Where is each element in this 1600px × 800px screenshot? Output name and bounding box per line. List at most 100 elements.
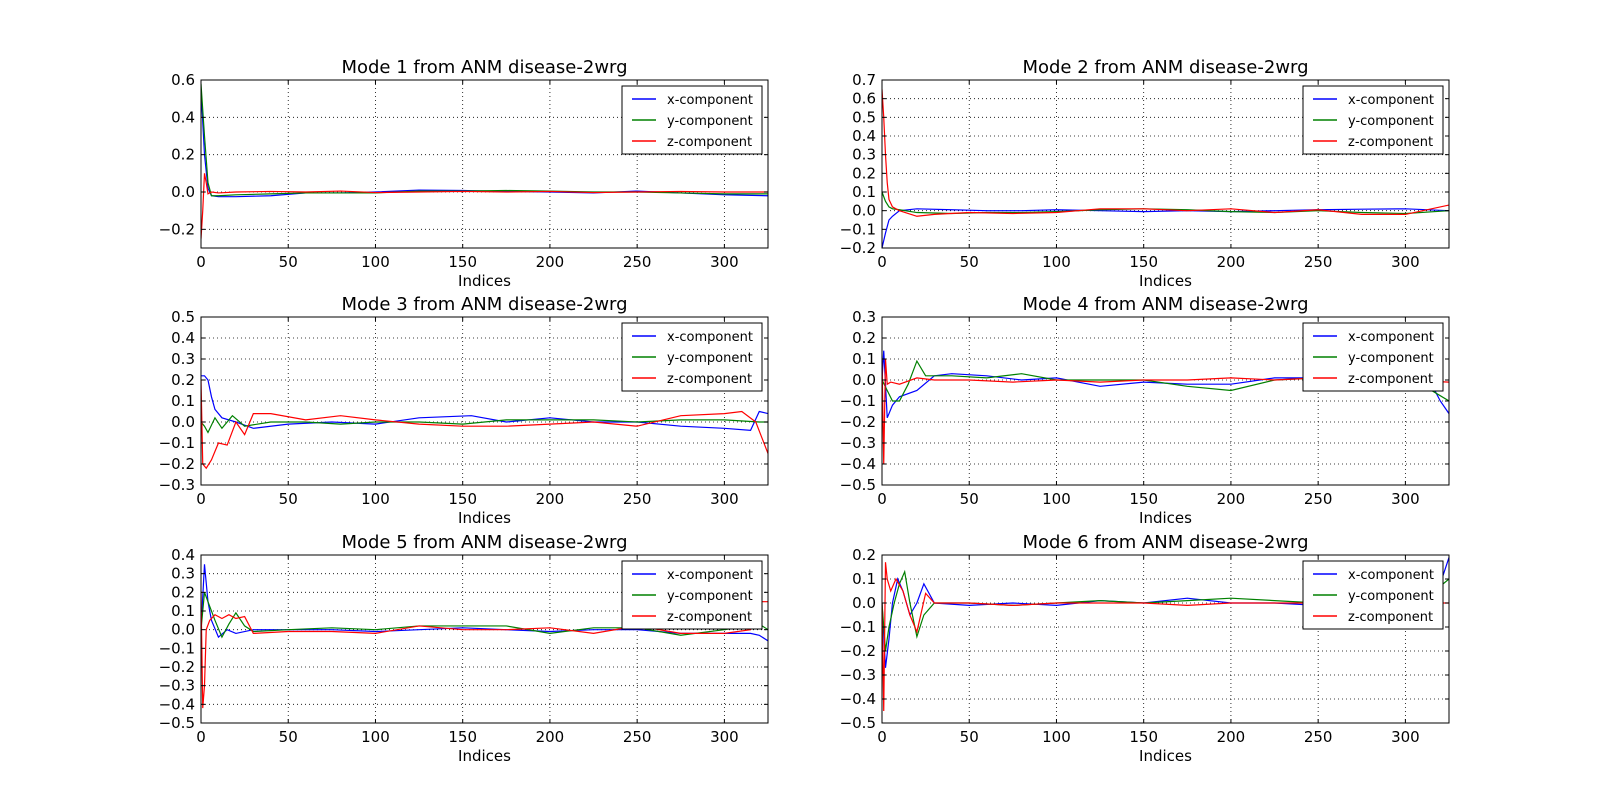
subplot-1: 0 50 100 150 200 250 300 −0.2 0.0 0.2 0.4 0.6 Mode 1… [159,57,769,290]
x-tick-label: 100 [361,728,390,746]
x-tick-label: 250 [623,728,652,746]
y-tick-label: 0.3 [171,565,195,583]
x-tick-label: 300 [1391,490,1420,508]
series-line-x-component [201,375,768,432]
x-axis-label: Indices [1139,509,1192,527]
y-tick-label: −0.3 [159,476,195,494]
y-tick-label: 0.4 [171,329,195,347]
legend-label: z-component [1348,610,1433,625]
x-tick-label: 200 [1217,490,1246,508]
x-tick-label: 300 [710,490,739,508]
legend: x-component y-component z-component [1302,85,1444,155]
x-tick-label: 250 [623,253,652,271]
chart-title: Mode 5 from ANM disease-2wrg [341,532,627,553]
y-tick-label: −0.2 [840,642,876,660]
x-axis-label: Indices [458,509,511,527]
y-tick-label: −0.3 [840,666,876,684]
y-tick-label: 0.7 [852,71,876,89]
axes-frame [200,554,769,724]
x-tick-label: 50 [279,253,298,271]
subplot-4: 0 50 100 150 200 250 300 −0.5 −0.4 −0.3 −0.2 −0.1 0.… [840,294,1450,527]
y-tick-label: 0.4 [171,108,195,126]
legend-label: y-component [1348,351,1434,366]
x-tick-label: 100 [361,253,390,271]
series-line-z-component [882,89,1449,217]
y-tick-label: 0.2 [852,329,876,347]
x-tick-label: 100 [361,490,390,508]
series-line-y-component [882,191,1449,215]
charts-group: 0 50 100 150 200 250 300 −0.2 0.0 0.2 0.4 0.6 Mode 1… [159,57,1450,765]
x-tick-label: 250 [623,490,652,508]
y-tick-label: 0.5 [171,308,195,326]
axes-frame [200,79,769,249]
series-line-z-component [201,592,768,709]
x-axis-label: Indices [1139,747,1192,765]
x-tick-label: 0 [196,490,206,508]
y-tick-label: −0.4 [840,690,876,708]
x-tick-label: 200 [536,728,565,746]
legend-label: x-component [667,93,753,108]
chart-title: Mode 2 from ANM disease-2wrg [1022,57,1308,78]
y-tick-label: −0.4 [840,455,876,473]
y-tick-label: 0.1 [852,183,876,201]
series-line-y-component [201,414,768,434]
chart-title: Mode 1 from ANM disease-2wrg [341,57,627,78]
y-tick-label: 0.3 [852,308,876,326]
y-tick-label: −0.1 [840,392,876,410]
y-tick-label: −0.1 [159,434,195,452]
x-tick-label: 200 [1217,728,1246,746]
y-tick-label: −0.2 [840,413,876,431]
x-tick-label: 150 [448,490,477,508]
y-tick-label: −0.2 [159,220,195,238]
y-tick-label: −0.4 [159,695,195,713]
legend-label: z-component [1348,135,1433,150]
legend-label: y-component [1348,589,1434,604]
y-tick-label: 0.2 [852,546,876,564]
x-axis-label: Indices [1139,272,1192,290]
x-tick-label: 300 [1391,253,1420,271]
axes-frame [881,79,1450,249]
x-tick-label: 50 [960,728,979,746]
legend: x-component y-component z-component [1302,322,1444,392]
y-tick-label: 0.0 [852,594,876,612]
x-tick-label: 300 [1391,728,1420,746]
legend-label: y-component [667,114,753,129]
legend-label: z-component [667,610,752,625]
y-tick-label: 0.2 [171,371,195,389]
x-tick-label: 200 [536,490,565,508]
y-tick-label: 0.0 [852,202,876,220]
legend-label: x-component [1348,568,1434,583]
subplot-3: 0 50 100 150 200 250 300 −0.3 −0.2 −0.1 0.0 0.1 0.2 0… [159,294,769,527]
y-tick-label: 0.5 [852,108,876,126]
x-tick-label: 50 [279,490,298,508]
y-tick-label: −0.1 [840,220,876,238]
x-tick-label: 300 [710,728,739,746]
x-tick-label: 50 [960,253,979,271]
y-tick-label: 0.1 [852,570,876,588]
x-tick-label: 300 [710,253,739,271]
chart-title: Mode 3 from ANM disease-2wrg [341,294,627,315]
y-tick-label: 0.1 [171,602,195,620]
y-tick-label: 0.2 [171,583,195,601]
y-tick-label: 0.3 [171,350,195,368]
y-tick-label: 0.0 [171,183,195,201]
x-tick-label: 200 [1217,253,1246,271]
legend: x-component y-component z-component [621,322,763,392]
x-tick-label: 150 [1129,728,1158,746]
x-tick-label: 0 [877,253,887,271]
x-tick-label: 50 [279,728,298,746]
x-tick-label: 150 [448,253,477,271]
x-tick-label: 200 [536,253,565,271]
legend-label: x-component [1348,330,1434,345]
y-tick-label: −0.2 [159,658,195,676]
y-tick-label: 0.6 [852,90,876,108]
legend-label: x-component [667,330,753,345]
x-axis-label: Indices [458,272,511,290]
y-tick-label: 0.4 [852,127,876,145]
y-tick-label: 0.0 [852,371,876,389]
y-tick-label: −0.2 [159,455,195,473]
y-tick-label: 0.6 [171,71,195,89]
x-axis-label: Indices [458,747,511,765]
legend-label: y-component [667,351,753,366]
